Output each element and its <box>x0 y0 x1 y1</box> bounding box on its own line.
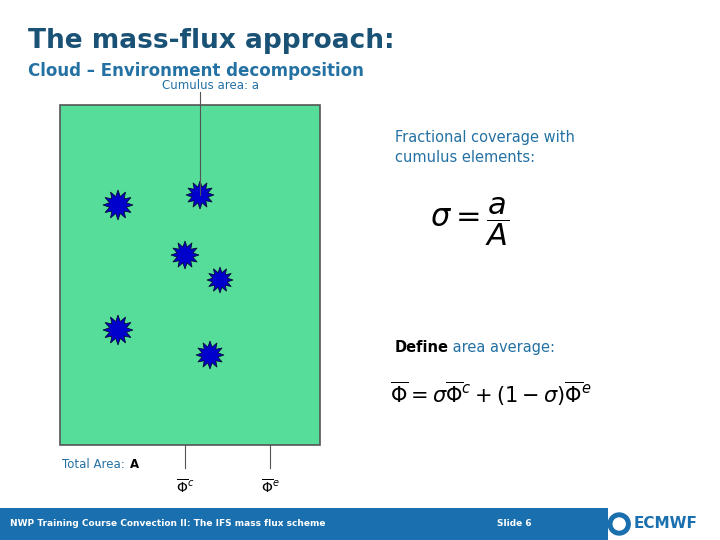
Text: Total Area:: Total Area: <box>62 458 128 471</box>
Bar <box>0 508 608 540</box>
Text: $\overline{\Phi} = \sigma\overline{\Phi}^c + (1-\sigma)\overline{\Phi}^e$: $\overline{\Phi} = \sigma\overline{\Phi}… <box>390 380 592 408</box>
Polygon shape <box>103 190 133 220</box>
Text: $\sigma = \dfrac{a}{A}$: $\sigma = \dfrac{a}{A}$ <box>430 195 510 247</box>
Text: $\overline{\Phi}^e$: $\overline{\Phi}^e$ <box>261 478 279 496</box>
Circle shape <box>613 518 625 530</box>
Text: Slide 6: Slide 6 <box>497 519 531 529</box>
Text: Cloud – Environment decomposition: Cloud – Environment decomposition <box>28 62 364 80</box>
Text: NWP Training Course Convection II: The IFS mass flux scheme: NWP Training Course Convection II: The I… <box>10 519 325 529</box>
Polygon shape <box>186 181 214 209</box>
Text: ECMWF: ECMWF <box>633 516 697 531</box>
Polygon shape <box>207 267 233 293</box>
Text: area average:: area average: <box>448 340 555 355</box>
Text: cumulus elements:: cumulus elements: <box>395 150 535 165</box>
Text: A: A <box>130 458 139 471</box>
Text: Cumulus area: a: Cumulus area: a <box>161 79 258 92</box>
Polygon shape <box>103 315 133 345</box>
Polygon shape <box>196 341 224 369</box>
Text: $\overline{\Phi}^c$: $\overline{\Phi}^c$ <box>176 478 194 496</box>
Text: Define: Define <box>395 340 449 355</box>
Circle shape <box>608 513 630 535</box>
Text: The mass-flux approach:: The mass-flux approach: <box>28 28 395 54</box>
Polygon shape <box>171 241 199 269</box>
Bar <box>60 105 320 445</box>
Text: Fractional coverage with: Fractional coverage with <box>395 130 575 145</box>
